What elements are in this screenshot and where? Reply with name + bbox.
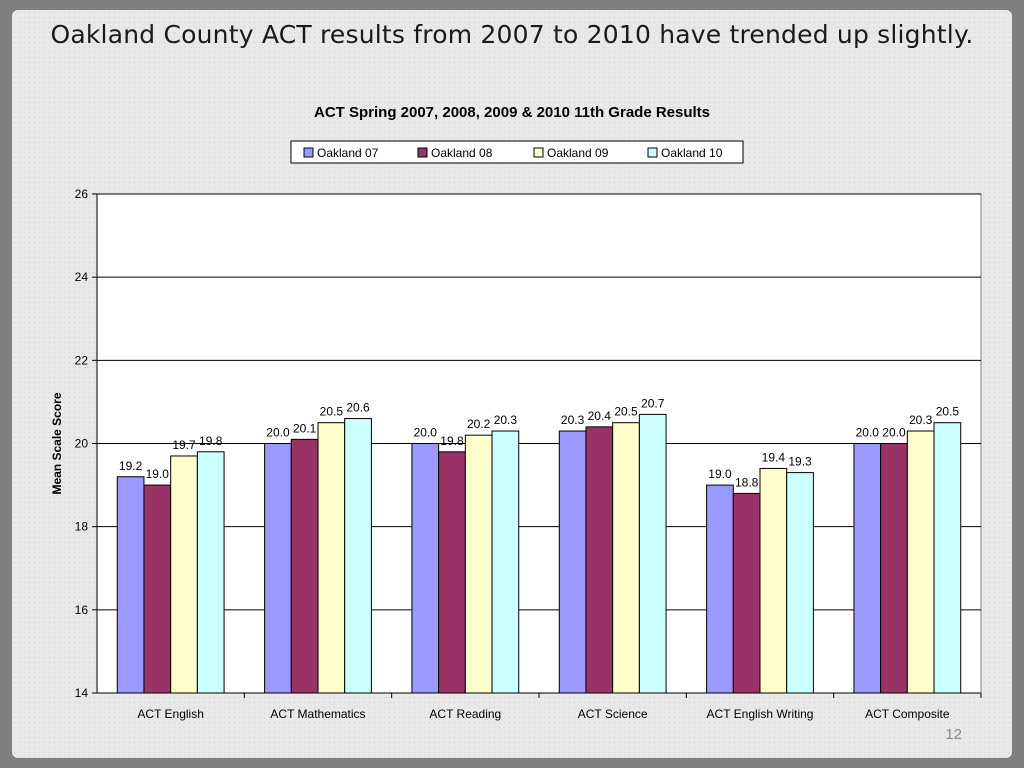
bar (143, 484, 172, 694)
bar (853, 443, 882, 694)
data-label: 20.0 (414, 426, 438, 440)
legend-swatch (303, 147, 314, 158)
data-label: 20.6 (346, 401, 370, 415)
data-label: 18.8 (735, 475, 759, 489)
y-tick-label: 20 (75, 437, 89, 451)
data-label: 20.3 (561, 413, 585, 427)
data-label: 20.3 (909, 413, 933, 427)
data-label: 19.3 (788, 455, 812, 469)
data-label: 19.8 (199, 434, 223, 448)
data-label: 19.7 (172, 438, 196, 452)
bar (464, 434, 493, 694)
data-label: 20.1 (293, 421, 317, 435)
bar (906, 430, 935, 694)
bar (585, 426, 614, 694)
bar (706, 484, 734, 694)
data-label: 20.5 (614, 405, 638, 419)
bar (786, 472, 814, 694)
legend (290, 140, 744, 164)
bar (558, 430, 587, 694)
bar (612, 422, 640, 694)
chart-title: ACT Spring 2007, 2008, 2009 & 2010 11th … (314, 104, 710, 121)
bar (759, 467, 788, 694)
y-tick-label: 26 (75, 187, 89, 201)
x-tick-label: ACT English Writing (707, 707, 814, 721)
y-axis-label: Mean Scale Score (50, 392, 64, 494)
bar (196, 451, 225, 694)
bar (170, 455, 198, 694)
data-label: 19.0 (146, 467, 170, 481)
data-label: 20.0 (266, 426, 290, 440)
x-tick-label: ACT Mathematics (270, 707, 365, 721)
legend-swatch (647, 147, 658, 158)
bar (264, 443, 292, 694)
x-tick-label: ACT English (137, 707, 203, 721)
x-tick-label: ACT Reading (429, 707, 501, 721)
x-tick-label: ACT Composite (865, 707, 950, 721)
slide-title: Oakland County ACT results from 2007 to … (50, 20, 974, 49)
bar (317, 422, 346, 694)
data-label: 19.8 (440, 434, 464, 448)
legend-entry-label: Oakland 10 (661, 146, 723, 160)
bar (732, 492, 761, 694)
bar (933, 422, 962, 694)
legend-swatch (533, 147, 544, 158)
y-tick-label: 16 (75, 603, 89, 617)
data-label: 19.4 (762, 450, 786, 464)
data-label: 19.2 (119, 459, 143, 473)
bar (880, 443, 908, 694)
page-number: 12 (945, 726, 962, 743)
bar (411, 443, 440, 694)
legend-swatch (417, 147, 428, 158)
bar (116, 476, 145, 694)
y-tick-label: 18 (75, 520, 89, 534)
data-label: 19.0 (708, 467, 732, 481)
x-tick-label: ACT Science (578, 707, 648, 721)
data-label: 20.0 (882, 426, 906, 440)
bar (438, 451, 466, 694)
bar (638, 413, 667, 694)
data-label: 20.2 (467, 417, 491, 431)
y-tick-label: 22 (75, 353, 89, 367)
data-label: 20.3 (494, 413, 518, 427)
data-label: 20.0 (856, 426, 880, 440)
bar (491, 430, 520, 694)
legend-entry-label: Oakland 07 (317, 146, 379, 160)
data-label: 20.7 (641, 396, 665, 410)
bar (344, 418, 372, 694)
bar (290, 438, 319, 694)
data-label: 20.5 (936, 405, 960, 419)
data-label: 20.5 (320, 405, 344, 419)
legend-entry-label: Oakland 09 (547, 146, 609, 160)
legend-entry-label: Oakland 08 (431, 146, 493, 160)
y-tick-label: 14 (75, 686, 89, 700)
data-label: 20.4 (588, 409, 612, 423)
y-tick-label: 24 (75, 270, 89, 284)
